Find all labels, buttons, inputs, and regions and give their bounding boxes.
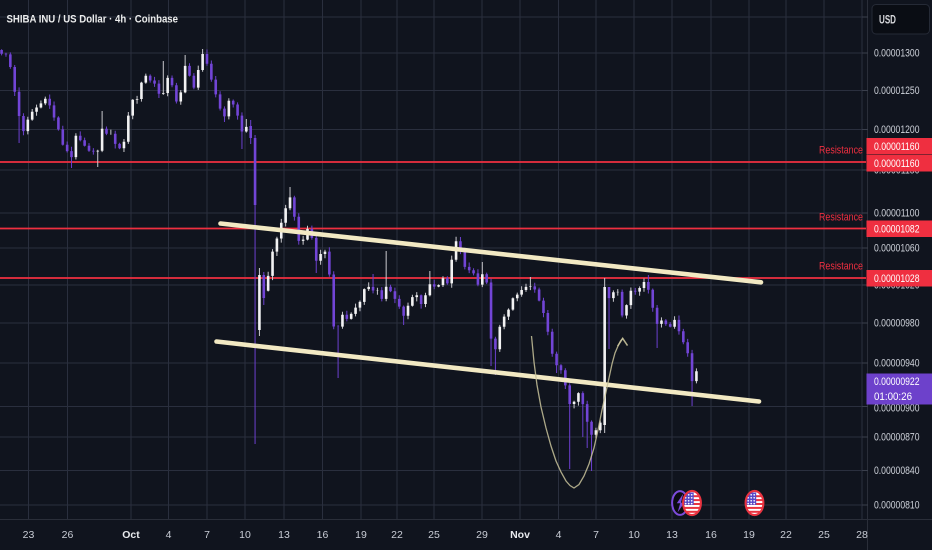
svg-text:USD: USD — [879, 15, 896, 27]
svg-text:0.00001160: 0.00001160 — [874, 158, 920, 170]
svg-text:13: 13 — [666, 529, 678, 541]
svg-text:0.00000900: 0.00000900 — [874, 403, 920, 415]
svg-text:SHIBA INU / US Dollar · 4h · C: SHIBA INU / US Dollar · 4h · Coinbase — [7, 14, 179, 26]
svg-text:0.00000922: 0.00000922 — [874, 376, 920, 388]
svg-text:0.00001060: 0.00001060 — [874, 243, 920, 255]
svg-text:29: 29 — [476, 529, 488, 541]
svg-text:0.00001100: 0.00001100 — [874, 208, 920, 220]
svg-text:10: 10 — [628, 529, 640, 541]
svg-text:10: 10 — [239, 529, 251, 541]
svg-text:Resistance: Resistance — [819, 261, 863, 273]
svg-text:0.00001250: 0.00001250 — [874, 85, 920, 97]
svg-text:01:00:26: 01:00:26 — [874, 391, 912, 403]
svg-text:0.00001160: 0.00001160 — [874, 141, 920, 153]
svg-text:16: 16 — [705, 529, 717, 541]
svg-text:0.00001300: 0.00001300 — [874, 48, 920, 60]
svg-text:Nov: Nov — [510, 529, 530, 541]
svg-text:0.00000870: 0.00000870 — [874, 432, 920, 444]
svg-text:16: 16 — [317, 529, 329, 541]
svg-text:7: 7 — [593, 529, 599, 541]
svg-text:28: 28 — [856, 529, 868, 541]
svg-text:26: 26 — [62, 529, 74, 541]
svg-text:Oct: Oct — [122, 529, 140, 541]
svg-text:23: 23 — [23, 529, 35, 541]
svg-text:13: 13 — [278, 529, 290, 541]
svg-text:22: 22 — [391, 529, 403, 541]
svg-text:4: 4 — [556, 529, 562, 541]
svg-text:0.00000810: 0.00000810 — [874, 500, 920, 512]
svg-text:19: 19 — [743, 529, 755, 541]
svg-text:0.00000980: 0.00000980 — [874, 318, 920, 330]
svg-text:25: 25 — [428, 529, 440, 541]
svg-text:25: 25 — [818, 529, 830, 541]
svg-text:22: 22 — [780, 529, 792, 541]
svg-text:0.00001082: 0.00001082 — [874, 224, 920, 236]
svg-text:0.00001200: 0.00001200 — [874, 124, 920, 136]
svg-text:0.00000840: 0.00000840 — [874, 465, 920, 477]
svg-text:4: 4 — [166, 529, 172, 541]
svg-text:0.00001028: 0.00001028 — [874, 273, 920, 285]
svg-text:7: 7 — [204, 529, 210, 541]
svg-text:0.00000940: 0.00000940 — [874, 358, 920, 370]
svg-text:Resistance: Resistance — [819, 145, 863, 157]
svg-text:Resistance: Resistance — [819, 212, 863, 224]
svg-text:19: 19 — [355, 529, 367, 541]
